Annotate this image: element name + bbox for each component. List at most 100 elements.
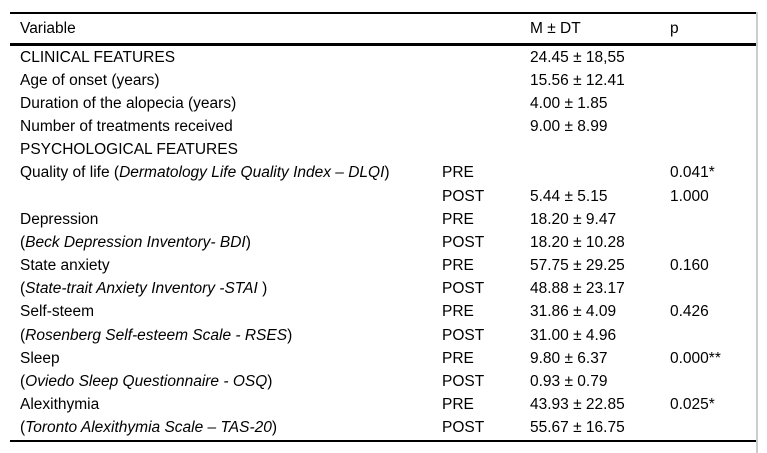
variable-text: CLINICAL FEATURES	[20, 48, 176, 66]
mdt-cell: 5.44 ± 5.15	[530, 187, 608, 205]
variable-text-close: )	[245, 233, 251, 251]
table-row: POST 5.44 ± 5.15 1.000	[10, 185, 757, 208]
variable-cell: Depression	[10, 211, 442, 229]
variable-text: Duration of the alopecia (years)	[20, 94, 237, 112]
variable-cell: Duration of the alopecia (years)	[10, 95, 442, 113]
mdt-cell: 48.88 ± 23.17	[530, 280, 625, 298]
mdt-cell: 31.00 ± 4.96	[530, 326, 617, 344]
phase-cell: POST	[442, 372, 485, 390]
phase-cell: PRE	[442, 349, 474, 367]
variable-cell: CLINICAL FEATURES	[10, 49, 442, 67]
mdt-cell: 0.93 ± 0.79	[530, 372, 608, 390]
phase-cell: PRE	[442, 396, 474, 414]
variable-cell: Age of onset (years)	[10, 72, 442, 90]
page-edge-line	[756, 12, 758, 453]
p-cell: 0.025*	[670, 396, 715, 414]
table-row: Quality of life (Dermatology Life Qualit…	[10, 162, 757, 185]
variable-cell: (Oviedo Sleep Questionnaire - OSQ)	[10, 373, 442, 391]
variable-text: PSYCHOLOGICAL FEATURES	[20, 141, 238, 159]
variable-cell: (Rosenberg Self-esteem Scale - RSES)	[10, 327, 442, 345]
table-row: (Beck Depression Inventory- BDI) POST 18…	[10, 231, 757, 254]
variable-scale-name: Toronto Alexithymia Scale – TAS-20	[25, 419, 272, 437]
variable-text: State anxiety	[20, 257, 110, 275]
table-row: CLINICAL FEATURES 24.45 ± 18,55	[10, 46, 757, 69]
phase-cell: PRE	[442, 257, 474, 275]
table-row: (State-trait Anxiety Inventory -STAI ) P…	[10, 278, 757, 301]
variable-text: (	[20, 419, 26, 437]
variable-scale-name: Rosenberg Self-esteem Scale - RSES	[25, 326, 288, 344]
variable-cell: Alexithymia	[10, 396, 442, 414]
table-row: Depression PRE 18.20 ± 9.47	[10, 208, 757, 231]
mdt-cell: 9.00 ± 8.99	[530, 118, 608, 136]
p-cell: 0.426	[670, 303, 709, 321]
variable-text: Age of onset (years)	[20, 71, 160, 89]
phase-cell: POST	[442, 419, 485, 437]
variable-cell: State anxiety	[10, 257, 442, 275]
variable-text-close: )	[257, 280, 268, 298]
p-cell: 0.160	[670, 257, 709, 275]
variable-text: Depression	[20, 210, 99, 228]
mdt-cell: 18.20 ± 10.28	[530, 233, 625, 251]
variable-scale-name: Oviedo Sleep Questionnaire - OSQ	[25, 372, 268, 390]
variable-cell: (Beck Depression Inventory- BDI)	[10, 234, 442, 252]
variable-text: (	[20, 280, 26, 298]
variable-text-close: )	[384, 164, 390, 182]
variable-text-close: )	[287, 326, 293, 344]
p-cell: 1.000	[670, 187, 709, 205]
results-table: Variable M ± DT p CLINICAL FEATURES 24.4…	[10, 12, 757, 442]
phase-cell: POST	[442, 280, 485, 298]
table-row: PSYCHOLOGICAL FEATURES	[10, 139, 757, 162]
variable-cell: PSYCHOLOGICAL FEATURES	[10, 141, 442, 159]
variable-text: Alexithymia	[20, 396, 100, 414]
phase-cell: POST	[442, 326, 485, 344]
mdt-cell: 4.00 ± 1.85	[530, 94, 608, 112]
variable-text: (	[20, 233, 26, 251]
variable-text: Number of treatments received	[20, 118, 233, 136]
table-row: State anxiety PRE 57.75 ± 29.25 0.160	[10, 255, 757, 278]
column-header-p: p	[670, 19, 679, 37]
table-header-row: Variable M ± DT p	[10, 14, 757, 46]
mdt-cell: 55.67 ± 16.75	[530, 419, 625, 437]
mdt-cell: 15.56 ± 12.41	[530, 71, 625, 89]
phase-cell: PRE	[442, 210, 474, 228]
phase-cell: POST	[442, 233, 485, 251]
table-body: CLINICAL FEATURES 24.45 ± 18,55 Age of o…	[10, 46, 757, 442]
variable-cell: Quality of life (Dermatology Life Qualit…	[10, 164, 442, 182]
variable-scale-name: Beck Depression Inventory- BDI	[25, 233, 246, 251]
mdt-cell: 43.93 ± 22.85	[530, 396, 625, 414]
phase-cell: POST	[442, 187, 485, 205]
variable-cell: (State-trait Anxiety Inventory -STAI )	[10, 280, 442, 298]
column-header-mdt: M ± DT	[530, 19, 581, 37]
table-row: (Oviedo Sleep Questionnaire - OSQ) POST …	[10, 370, 757, 393]
table-row: Duration of the alopecia (years) 4.00 ± …	[10, 92, 757, 115]
variable-text: (	[20, 372, 26, 390]
variable-text-close: )	[267, 372, 273, 390]
table-row: Sleep PRE 9.80 ± 6.37 0.000**	[10, 347, 757, 370]
mdt-cell: 9.80 ± 6.37	[530, 349, 608, 367]
variable-text: Sleep	[20, 349, 60, 367]
phase-cell: PRE	[442, 303, 474, 321]
variable-text: (	[20, 326, 26, 344]
variable-scale-name: State-trait Anxiety Inventory -STAI	[25, 280, 258, 298]
p-cell: 0.000**	[670, 349, 721, 367]
variable-text: Quality of life (	[20, 164, 120, 182]
mdt-cell: 24.45 ± 18,55	[530, 48, 625, 66]
p-cell: 0.041*	[670, 164, 715, 182]
table-row: (Toronto Alexithymia Scale – TAS-20) POS…	[10, 417, 757, 440]
variable-cell: Sleep	[10, 350, 442, 368]
table-row: Age of onset (years) 15.56 ± 12.41	[10, 69, 757, 92]
table-row: Alexithymia PRE 43.93 ± 22.85 0.025*	[10, 394, 757, 417]
table-row: Number of treatments received 9.00 ± 8.9…	[10, 116, 757, 139]
table-row: Self-steem PRE 31.86 ± 4.09 0.426	[10, 301, 757, 324]
table-row: (Rosenberg Self-esteem Scale - RSES) POS…	[10, 324, 757, 347]
variable-text: Self-steem	[20, 303, 95, 321]
mdt-cell: 31.86 ± 4.09	[530, 303, 617, 321]
variable-cell: (Toronto Alexithymia Scale – TAS-20)	[10, 419, 442, 437]
mdt-cell: 18.20 ± 9.47	[530, 210, 617, 228]
variable-scale-name: Dermatology Life Quality Index – DLQI	[119, 164, 385, 182]
mdt-cell: 57.75 ± 29.25	[530, 257, 625, 275]
phase-cell: PRE	[442, 164, 474, 182]
column-header-variable: Variable	[20, 19, 76, 37]
variable-cell: Self-steem	[10, 303, 442, 321]
